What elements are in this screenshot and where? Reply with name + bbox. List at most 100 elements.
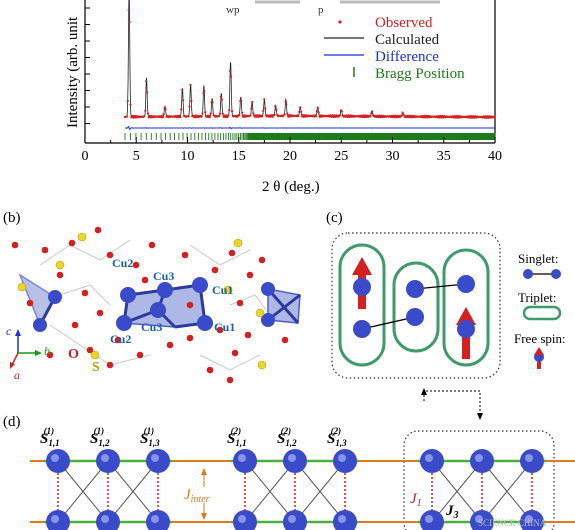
sphere-highlight <box>101 454 109 462</box>
observed-point <box>262 109 265 112</box>
sphere-highlight <box>51 515 59 523</box>
title-fragment-wp: wp <box>226 4 240 16</box>
sphere-highlight <box>425 454 433 462</box>
observed-point <box>201 112 204 115</box>
connector-arrow <box>423 390 481 405</box>
singlet-bond-1 <box>361 316 416 330</box>
diagonal-bond <box>244 460 296 523</box>
spin-labels: S1,1(1) S1,2(1) S1,3(1) S1,1(2) S1,2(2) S1,3(… <box>40 426 347 448</box>
observed-point <box>299 106 302 109</box>
legend-singlet-icon <box>523 269 561 279</box>
observed-point <box>249 114 252 117</box>
observed-point <box>252 112 255 115</box>
spin-sphere <box>520 449 544 473</box>
spin-schematic: Singlet: Triplet: Free spin: <box>331 232 566 405</box>
observed-point <box>181 88 184 92</box>
observed-point <box>228 109 231 112</box>
connector-arrowhead-down <box>477 413 483 420</box>
observed-point <box>370 112 373 115</box>
y-axis-label: Intensity (arb. unit <box>65 16 81 128</box>
observed-point <box>297 115 300 118</box>
observed-point <box>218 115 221 118</box>
observed-point <box>348 115 351 119</box>
sphere-highlight <box>525 454 533 462</box>
x-ticks: 0 5 10 15 20 25 30 35 40 <box>82 137 502 164</box>
observed-point <box>227 114 230 117</box>
legend-observed-text: Observed <box>375 15 433 31</box>
panel-d-label: (d) <box>3 414 21 430</box>
sphere-highlight <box>101 515 109 523</box>
observed-point <box>187 115 190 118</box>
diagonal-bond <box>107 460 159 523</box>
x-tick-label: 30 <box>386 149 400 164</box>
legend-free-label: Free spin: <box>514 331 566 346</box>
ladder-highlight-box <box>403 430 555 530</box>
difference-line <box>125 125 495 131</box>
x-tick-label: 10 <box>181 149 195 164</box>
spin-label: S1,1(2) <box>227 426 247 448</box>
svg-text:Jinter: Jinter <box>184 487 210 505</box>
axis-a-label: a <box>14 368 20 382</box>
observed-point <box>286 112 289 115</box>
x-tick-label: 15 <box>232 149 246 164</box>
spin-spheres <box>353 275 475 338</box>
observed-point <box>143 115 146 118</box>
observed-point <box>316 106 319 109</box>
x-tick-label: 40 <box>488 149 502 164</box>
observed-point <box>209 112 212 115</box>
atom-label-cu2-top: Cu2 <box>112 256 133 270</box>
observed-point <box>161 116 164 119</box>
observed-point <box>177 116 180 119</box>
observed-point <box>164 108 167 111</box>
left-cluster <box>18 273 62 332</box>
observed-point <box>241 111 244 114</box>
observed-point <box>400 114 403 117</box>
atom-label-cu3-top: Cu3 <box>153 269 174 283</box>
j3-label: J3 <box>445 503 459 521</box>
observed-point <box>126 99 129 103</box>
observed-point <box>218 112 222 115</box>
observed-point <box>145 80 148 83</box>
observed-point <box>202 92 205 95</box>
spin-sphere <box>283 449 307 473</box>
x-tick-label: 20 <box>283 149 297 164</box>
observed-point <box>162 113 165 116</box>
spin-ladder: S1,1(1) S1,2(1) S1,3(1) S1,1(2) S1,2(2) S1,3(… <box>30 405 575 530</box>
axes-indicator: c b a <box>6 324 50 382</box>
sphere-highlight <box>151 454 159 462</box>
atom-label-cu3-bottom: Cu3 <box>141 320 162 334</box>
xrd-plot: 0 5 10 15 20 25 30 35 40 Observed Calculated Dif… <box>65 0 502 195</box>
observed-point <box>189 83 192 86</box>
ladder-lattice <box>30 449 575 530</box>
observed-point <box>211 101 214 104</box>
observed-point <box>230 110 234 113</box>
legend: Observed Calculated Difference Bragg Pos… <box>324 15 465 82</box>
legend-difference-text: Difference <box>375 49 439 65</box>
spin-sphere <box>470 449 494 473</box>
triplet-capsule-2 <box>392 261 440 353</box>
j-inter-label: Jinter <box>184 468 210 520</box>
legend-bragg-text: Bragg Position <box>375 66 465 82</box>
observed-point <box>200 115 203 118</box>
oxygen-atoms <box>11 226 289 384</box>
observed-point <box>146 91 149 94</box>
sulfur-atoms <box>17 232 267 370</box>
legend-observed-marker <box>338 20 342 24</box>
observed-point <box>493 115 496 119</box>
observed-point <box>298 110 301 114</box>
observed-point <box>271 115 274 118</box>
observed-point <box>193 116 196 119</box>
spin-label: S1,3(2) <box>327 426 347 448</box>
atom-label-cu1-bottom: Cu1 <box>214 320 235 334</box>
right-cluster <box>261 282 301 327</box>
bragg-ticks <box>124 133 496 140</box>
atom-label-cu2-bottom: Cu2 <box>110 332 131 346</box>
observed-point <box>264 107 267 110</box>
observed-point <box>363 116 366 119</box>
observed-point <box>144 109 147 112</box>
diagonal-bond <box>431 460 483 523</box>
spin-label: S1,2(2) <box>277 426 297 448</box>
sphere-highlight <box>475 515 483 523</box>
observed-point <box>179 116 182 119</box>
